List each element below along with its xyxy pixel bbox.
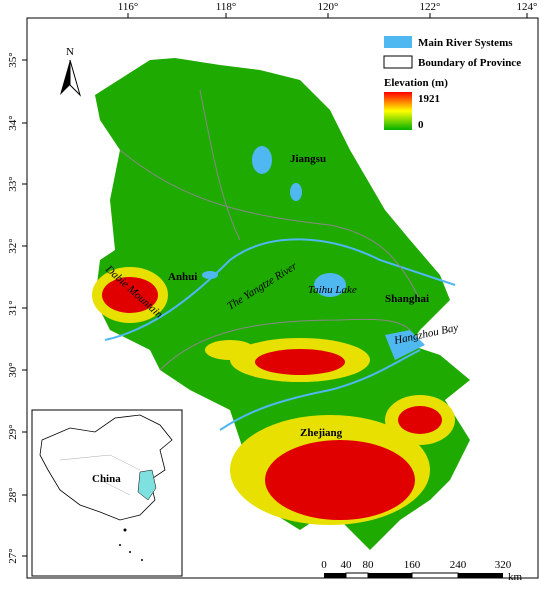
lat-label: 29° <box>7 424 19 439</box>
lakes <box>202 146 425 360</box>
inset-label: China <box>92 473 121 485</box>
elevation-ramp <box>384 92 412 130</box>
scale-bar: 0 40 80 160 240 320 km <box>321 559 522 583</box>
legend-label: Boundary of Province <box>418 57 521 69</box>
scale-label: 40 <box>341 559 353 571</box>
legend-title: Elevation (m) <box>384 77 448 89</box>
rivers <box>104 238 456 431</box>
scale-label: 320 <box>495 559 512 571</box>
lat-label: 33° <box>7 176 19 191</box>
lat-label: 28° <box>7 487 19 502</box>
province-boundaries <box>119 89 421 371</box>
latitude-labels: 35° 34° 33° 32° 31° 30° 29° 28° 27° <box>7 52 19 563</box>
north-arrow: N <box>60 46 82 97</box>
lat-label: 31° <box>7 300 19 315</box>
lon-label: 124° <box>517 1 538 13</box>
highland-areas <box>92 267 455 525</box>
longitude-labels: 116° 118° 120° 122° 124° <box>118 1 538 13</box>
place-label: Zhejiang <box>300 427 343 439</box>
water-label: Taihu Lake <box>308 284 357 296</box>
lat-label: 35° <box>7 52 19 67</box>
elevation-max: 1921 <box>418 93 440 105</box>
lat-label: 30° <box>7 362 19 377</box>
legend: Main River Systems Boundary of Province … <box>383 36 521 131</box>
graticule-ticks <box>22 13 528 557</box>
lon-label: 118° <box>216 1 237 13</box>
scale-label: 160 <box>404 559 421 571</box>
scale-unit: km <box>508 571 523 583</box>
lat-label: 34° <box>7 115 19 130</box>
lat-label: 32° <box>7 238 19 253</box>
lon-label: 122° <box>420 1 441 13</box>
legend-swatch <box>383 55 413 69</box>
north-label: N <box>66 46 74 58</box>
lon-label: 120° <box>318 1 339 13</box>
place-label: Jiangsu <box>290 153 326 165</box>
elevation-min: 0 <box>418 119 424 131</box>
scale-label: 240 <box>450 559 467 571</box>
legend-swatch <box>384 36 412 48</box>
place-label: Shanghai <box>385 293 429 305</box>
place-label: Anhui <box>168 271 197 283</box>
scale-label: 0 <box>321 559 327 571</box>
scale-label: 80 <box>363 559 375 571</box>
legend-label: Main River Systems <box>418 37 513 49</box>
lon-label: 116° <box>118 1 139 13</box>
province-labels: Jiangsu Anhui Shanghai Zhejiang <box>168 153 429 439</box>
lat-label: 27° <box>7 548 19 563</box>
inset-map: China <box>31 409 183 577</box>
